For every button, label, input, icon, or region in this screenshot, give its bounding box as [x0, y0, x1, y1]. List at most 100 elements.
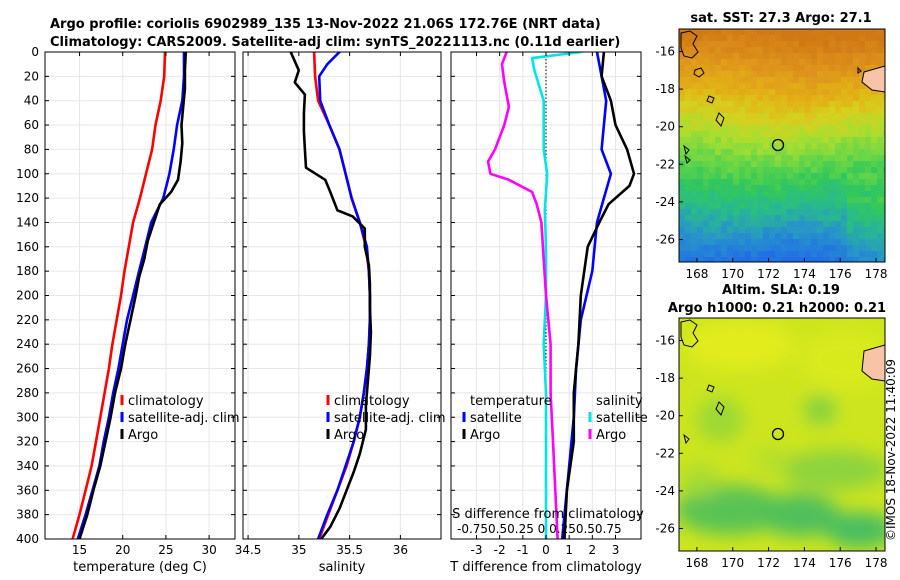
sst-cell — [733, 167, 740, 174]
sst-cell — [853, 149, 860, 156]
sst-cell — [751, 143, 758, 150]
sst-cell — [793, 179, 800, 186]
sst-cell — [769, 149, 776, 156]
sst-cell — [793, 257, 800, 262]
sst-cell — [709, 131, 716, 138]
sst-cell — [853, 65, 860, 72]
sst-cell — [865, 191, 872, 198]
sst-cell — [763, 185, 770, 192]
sst-cell — [841, 47, 848, 54]
sst-cell — [811, 227, 818, 234]
sst-cell — [841, 215, 848, 222]
sst-cell — [715, 71, 722, 78]
sst-cell — [853, 245, 860, 252]
sst-cell — [703, 257, 710, 262]
sst-cell — [733, 257, 740, 262]
sst-cell — [709, 203, 716, 210]
sst-cell — [769, 77, 776, 84]
sst-cell — [727, 251, 734, 258]
sst-cell — [769, 245, 776, 252]
sst-cell — [739, 215, 746, 222]
sst-cell — [769, 101, 776, 108]
sst-cell — [745, 209, 752, 216]
sst-cell — [763, 221, 770, 228]
sst-cell — [769, 257, 776, 262]
sst-cell — [799, 197, 806, 204]
sst-cell — [877, 41, 884, 48]
sst-cell — [817, 107, 824, 114]
sst-cell — [769, 107, 776, 114]
coastline — [680, 319, 885, 445]
sst-cell — [871, 245, 878, 252]
sst-cell — [847, 245, 854, 252]
sst-cell — [811, 203, 818, 210]
sst-cell — [811, 89, 818, 96]
y-tick-label: 340 — [16, 459, 39, 473]
sst-cell — [691, 221, 698, 228]
sst-cell — [727, 179, 734, 186]
sst-cell — [811, 95, 818, 102]
sst-cell — [781, 95, 788, 102]
sst-cell — [877, 125, 884, 132]
sst-cell — [841, 41, 848, 48]
sst-cell — [799, 89, 806, 96]
sst-cell — [871, 65, 878, 72]
sst-cell — [697, 101, 704, 108]
sst-cell — [703, 167, 710, 174]
sst-cell — [877, 119, 884, 126]
sst-cell — [883, 233, 885, 240]
x-tick-label: 36 — [393, 543, 408, 557]
legend-label: climatology — [128, 394, 204, 409]
sst-cell — [757, 155, 764, 162]
sst-cell — [781, 113, 788, 120]
sst-cell — [823, 119, 830, 126]
sst-cell — [829, 239, 836, 246]
sst-cell — [865, 209, 872, 216]
sst-cell — [769, 197, 776, 204]
sst-cell — [745, 149, 752, 156]
sst-cell — [679, 179, 686, 186]
title-line-1: Argo profile: coriolis 6902989_135 13-No… — [50, 17, 601, 32]
sst-cell — [691, 107, 698, 114]
sst-cell — [835, 245, 842, 252]
sst-cell — [865, 251, 872, 258]
sst-cell — [847, 71, 854, 78]
sst-cell — [691, 239, 698, 246]
x-tick-label: 20 — [115, 543, 130, 557]
sst-cell — [787, 257, 794, 262]
x-axis-label: T difference from climatology — [449, 560, 642, 575]
sst-cell — [679, 221, 686, 228]
sst-cell — [829, 245, 836, 252]
sst-cell — [823, 101, 830, 108]
sst-cell — [679, 143, 686, 150]
sst-cell — [799, 191, 806, 198]
sst-cell — [865, 185, 872, 192]
sst-cell — [829, 191, 836, 198]
sst-cell — [781, 227, 788, 234]
sst-cell — [871, 149, 878, 156]
sst-cell — [865, 227, 872, 234]
sst-cell — [775, 239, 782, 246]
sst-cell — [859, 83, 866, 90]
x-tick-label: 30 — [201, 543, 216, 557]
y-tick-label: 220 — [16, 313, 39, 327]
sst-cell — [811, 209, 818, 216]
sst-cell — [787, 53, 794, 60]
sst-cell — [835, 125, 842, 132]
sst-cell — [697, 53, 704, 60]
sst-cell — [715, 245, 722, 252]
sst-cell — [769, 89, 776, 96]
sst-cell — [847, 101, 854, 108]
sst-cell — [865, 215, 872, 222]
sst-cell — [793, 209, 800, 216]
sst-cell — [721, 71, 728, 78]
sst-cell — [763, 131, 770, 138]
sst-cell — [715, 35, 722, 42]
sst-cell — [871, 239, 878, 246]
sst-cell — [745, 41, 752, 48]
sst-cell — [805, 89, 812, 96]
sst-cell — [715, 95, 722, 102]
sst-cell — [691, 47, 698, 54]
sst-cell — [787, 191, 794, 198]
map-y-tick-label: -18 — [655, 371, 675, 385]
